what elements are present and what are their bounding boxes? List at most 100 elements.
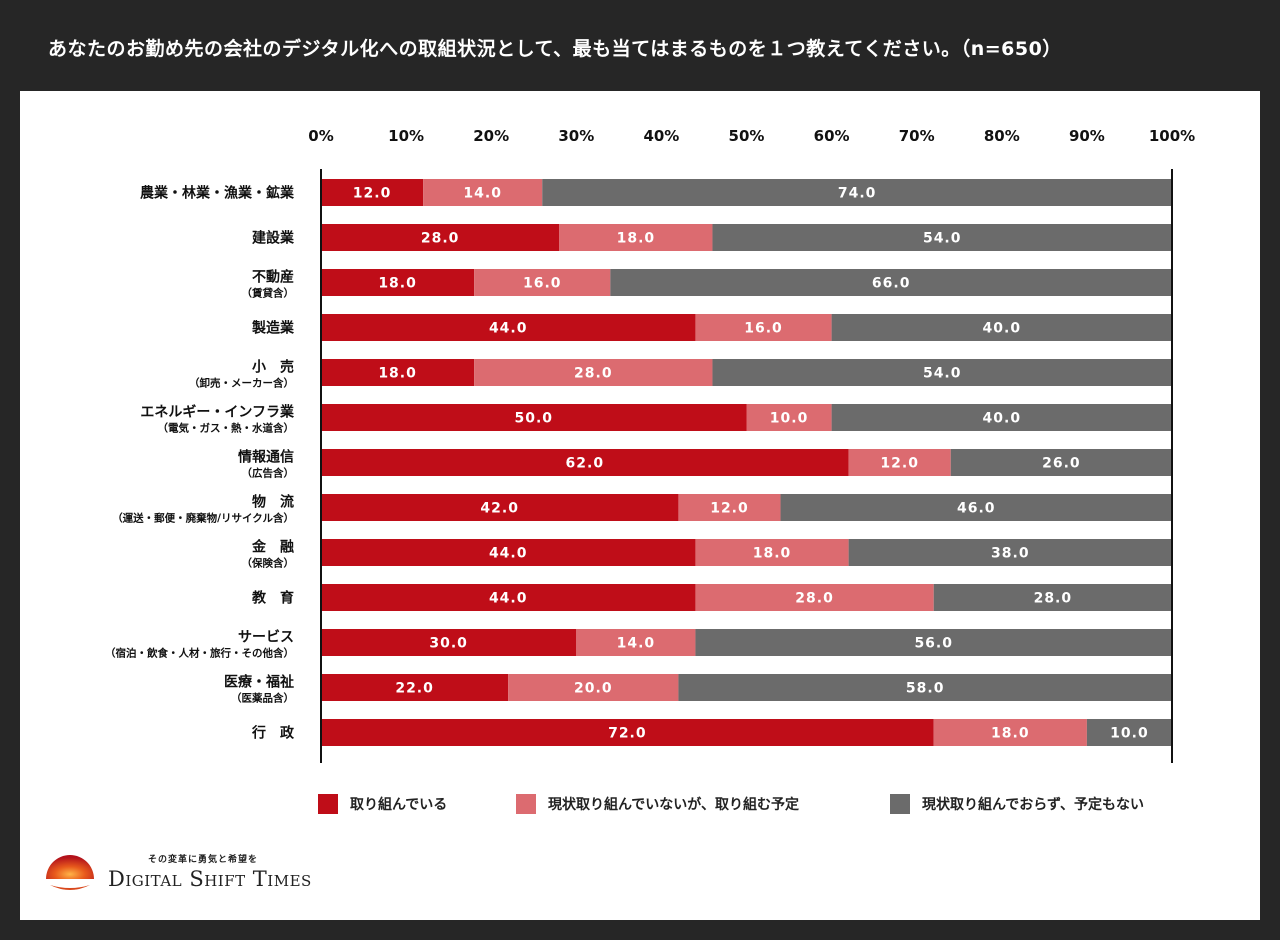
bar-segment: [321, 629, 577, 656]
data-label: 18.0: [991, 726, 1030, 742]
x-tick-label: 30%: [558, 127, 594, 145]
logo-name: Digital Shift Times: [108, 867, 312, 891]
category-label: 建設業: [252, 230, 295, 247]
bar-segment: [576, 629, 696, 656]
x-tick-label: 10%: [388, 127, 424, 145]
legend-label-series1: 取り組んでいる: [350, 797, 448, 813]
x-tick-label: 20%: [473, 127, 509, 145]
category-label: 不動産: [252, 269, 294, 286]
data-label: 58.0: [906, 681, 945, 697]
bar-segment: [321, 449, 849, 476]
data-label: 54.0: [923, 366, 962, 382]
chart-panel: 0% 10% 20% 30% 40% 50% 60% 70% 80% 90% 100% 12.0 14.…: [20, 91, 1260, 920]
data-label: 26.0: [1042, 456, 1081, 472]
bar-segment: [831, 404, 1172, 431]
data-label: 30.0: [429, 636, 468, 652]
bar-segment: [542, 179, 1172, 206]
x-tick-label: 60%: [814, 127, 850, 145]
legend-item-series3: 現状取り組んでおらず、予定もない: [890, 792, 1144, 816]
data-label: 28.0: [795, 591, 834, 607]
x-tick-label: 90%: [1069, 127, 1105, 145]
bar-segment: [712, 359, 1172, 386]
data-label: 74.0: [838, 186, 877, 202]
bar-segment: [933, 584, 1172, 611]
bar-segment: [933, 719, 1087, 746]
category-label: 物 流: [252, 494, 294, 511]
category-label: 小 売: [252, 359, 294, 376]
data-label: 18.0: [378, 366, 417, 382]
x-tick-label: 80%: [984, 127, 1020, 145]
data-label: 18.0: [617, 231, 656, 247]
category-sublabel: （医薬品含）: [231, 692, 294, 705]
category-sublabel: （広告含）: [242, 467, 295, 480]
data-label: 66.0: [872, 276, 911, 292]
bar-segment: [695, 314, 832, 341]
data-label: 28.0: [574, 366, 613, 382]
data-label: 14.0: [463, 186, 502, 202]
category-sublabel: （電気・ガス・熱・水道含）: [158, 422, 295, 435]
category-label: 製造業: [251, 320, 295, 337]
bar-segment: [695, 539, 849, 566]
data-label: 22.0: [395, 681, 434, 697]
category-label: 農業・林業・漁業・鉱業: [140, 185, 295, 202]
data-label: 42.0: [480, 501, 519, 517]
bar-segment: [321, 404, 747, 431]
bar-segment: [321, 359, 475, 386]
data-label: 50.0: [514, 411, 553, 427]
x-tick-label: 70%: [899, 127, 935, 145]
data-label: 18.0: [753, 546, 792, 562]
category-label: サービス: [238, 630, 294, 646]
data-label: 20.0: [574, 681, 613, 697]
category-sublabel: （運送・郵便・廃棄物/リサイクル含）: [112, 512, 294, 525]
x-tick-label: 40%: [643, 127, 679, 145]
data-label: 40.0: [983, 321, 1022, 337]
data-label: 16.0: [744, 321, 783, 337]
category-label: 行 政: [251, 725, 295, 742]
data-label: 18.0: [378, 276, 417, 292]
bar-segment: [695, 584, 934, 611]
bar-segment: [321, 584, 696, 611]
bar-segment: [321, 719, 934, 746]
data-label: 28.0: [1034, 591, 1073, 607]
data-label: 72.0: [608, 726, 647, 742]
bar-segment: [695, 629, 1172, 656]
category-label: 金 融: [251, 539, 294, 556]
data-label: 44.0: [489, 546, 528, 562]
bar-segment: [746, 404, 832, 431]
bar-segment: [848, 449, 951, 476]
data-label: 12.0: [880, 456, 919, 472]
bar-segment: [678, 674, 1172, 701]
legend-label-series3: 現状取り組んでおらず、予定もない: [922, 797, 1145, 813]
bar-segment: [423, 179, 543, 206]
bar-segment: [321, 224, 560, 251]
category-label: 医療・福祉: [224, 674, 294, 691]
bar-segment: [712, 224, 1172, 251]
data-label: 62.0: [566, 456, 605, 472]
bar-segment: [321, 539, 696, 566]
bar-segment: [848, 539, 1172, 566]
legend-swatch-series3: [890, 794, 910, 814]
bar-segment: [780, 494, 1172, 521]
bar-segment: [678, 494, 781, 521]
logo-tagline: その変革に勇気と希望を: [148, 855, 259, 865]
bar-segment: [321, 494, 679, 521]
bar-segment: [610, 269, 1172, 296]
legend-item-series1: 取り組んでいる: [318, 792, 447, 816]
brand-logo: その変革に勇気と希望を Digital Shift Times: [44, 849, 344, 899]
data-label: 56.0: [914, 636, 953, 652]
data-label: 10.0: [770, 411, 809, 427]
legend-item-series2: 現状取り組んでいないが、取り組む予定: [516, 792, 799, 816]
data-label: 16.0: [523, 276, 562, 292]
bar-segment: [321, 674, 509, 701]
rising-sun-logo-icon: [46, 855, 94, 890]
x-tick-label: 0%: [308, 127, 333, 145]
bar-segment: [831, 314, 1172, 341]
data-label: 44.0: [489, 321, 528, 337]
category-label: エネルギー・インフラ業: [140, 404, 295, 421]
category-sublabel: （保険含）: [242, 557, 295, 570]
category-sublabel: （卸売・メーカー含）: [189, 377, 294, 390]
data-label: 54.0: [923, 231, 962, 247]
bar-segment: [321, 314, 696, 341]
legend-swatch-series2: [516, 794, 536, 814]
data-label: 28.0: [421, 231, 460, 247]
